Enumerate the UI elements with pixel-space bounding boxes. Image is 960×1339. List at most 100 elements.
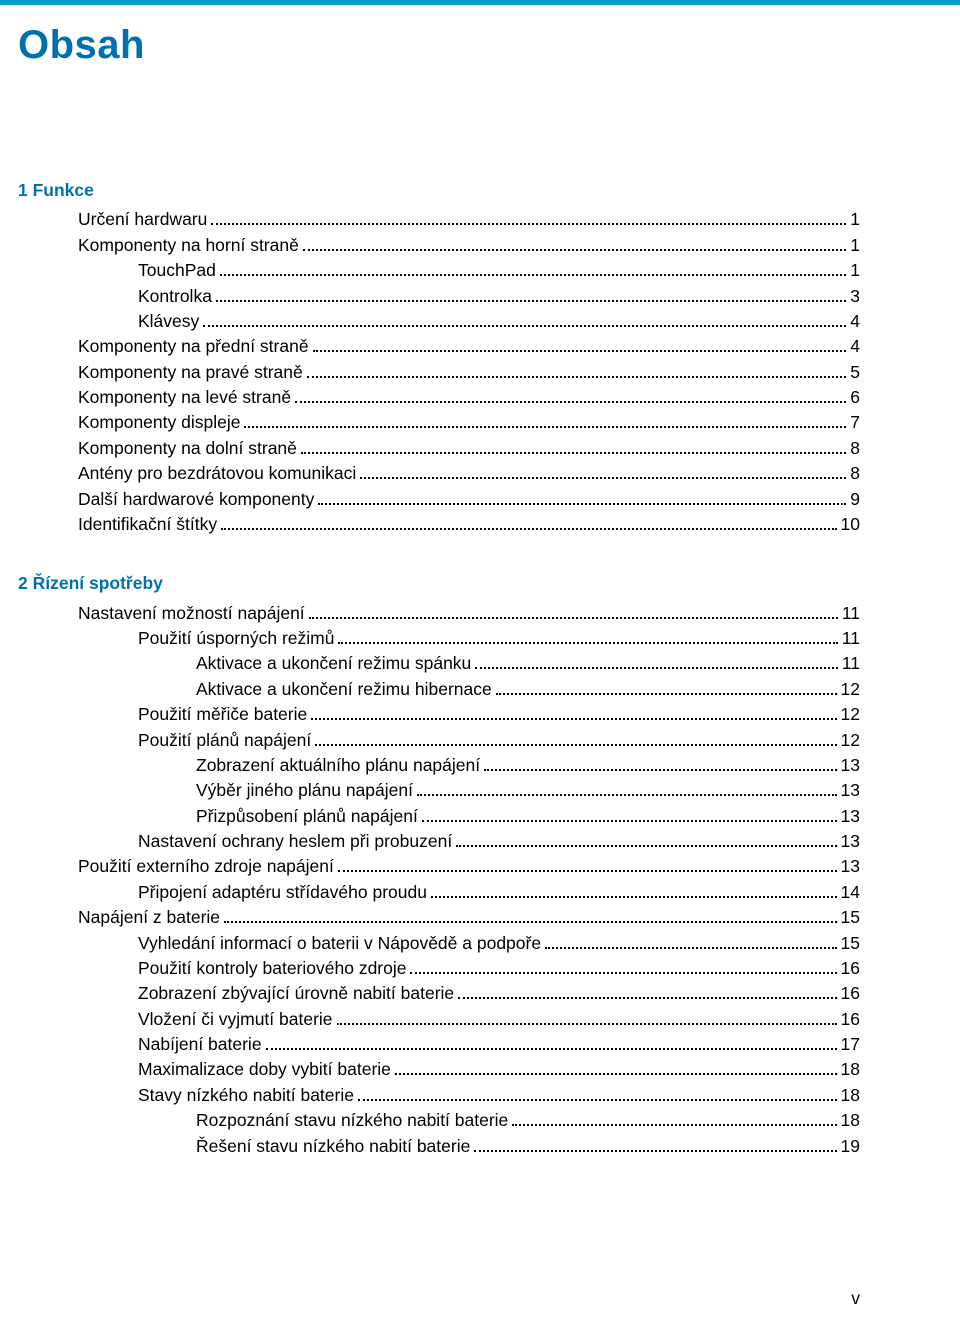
toc-entry[interactable]: Maximalizace doby vybití baterie 18 <box>18 1057 860 1082</box>
toc-entry-label: Použití měřiče baterie <box>138 702 307 727</box>
toc-entry-page: 18 <box>841 1083 860 1108</box>
toc-entry-label: Komponenty na dolní straně <box>78 436 297 461</box>
toc-entry-page: 16 <box>841 1007 860 1032</box>
toc-entry[interactable]: Aktivace a ukončení režimu spánku 11 <box>18 651 860 676</box>
toc-entry-page: 8 <box>850 436 860 461</box>
toc-entry-page: 4 <box>850 309 860 334</box>
toc-entry-label: Identifikační štítky <box>78 512 217 537</box>
toc-entry-label: Zobrazení aktuálního plánu napájení <box>196 753 480 778</box>
toc-entry-page: 11 <box>842 601 860 626</box>
toc-leader-dots <box>475 667 838 669</box>
toc-entry-page: 13 <box>841 778 860 803</box>
toc-entry-label: Použití kontroly bateriového zdroje <box>138 956 406 981</box>
toc-entry-label: Vyhledání informací o baterii v Nápovědě… <box>138 931 541 956</box>
page-number: v <box>851 1288 860 1309</box>
toc-leader-dots <box>311 718 836 720</box>
toc-leader-dots <box>211 223 846 225</box>
toc-entry[interactable]: Použití externího zdroje napájení 13 <box>18 854 860 879</box>
toc-entry-label: Nabíjení baterie <box>138 1032 262 1057</box>
toc-entry[interactable]: Zobrazení aktuálního plánu napájení 13 <box>18 753 860 778</box>
top-rule <box>0 0 960 5</box>
toc-leader-dots <box>309 617 838 619</box>
toc-entry-label: Nastavení možností napájení <box>78 601 305 626</box>
toc-entry-label: Řešení stavu nízkého nabití baterie <box>196 1134 470 1159</box>
toc-entry-label: Kontrolka <box>138 284 212 309</box>
toc-entry-page: 15 <box>841 905 860 930</box>
toc-entry[interactable]: Komponenty na přední straně 4 <box>18 334 860 359</box>
page: Obsah 1 FunkceUrčení hardwaru 1Komponent… <box>0 0 960 1339</box>
toc-entry-page: 7 <box>850 410 860 435</box>
toc-entry-label: Výběr jiného plánu napájení <box>196 778 413 803</box>
toc-leader-dots <box>266 1048 837 1050</box>
toc-entry[interactable]: Použití plánů napájení 12 <box>18 728 860 753</box>
toc-entry-page: 12 <box>841 702 860 727</box>
toc-leader-dots <box>545 947 836 949</box>
toc-entry[interactable]: Použití kontroly bateriového zdroje 16 <box>18 956 860 981</box>
toc-entry[interactable]: Komponenty displeje 7 <box>18 410 860 435</box>
toc-entry[interactable]: Zobrazení zbývající úrovně nabití bateri… <box>18 981 860 1006</box>
toc-entry-page: 11 <box>842 651 860 676</box>
toc-entry-label: Komponenty na horní straně <box>78 233 299 258</box>
toc-leader-dots <box>474 1150 836 1152</box>
toc-leader-dots <box>358 1099 837 1101</box>
toc-leader-dots <box>315 744 836 746</box>
toc-entry-label: Určení hardwaru <box>78 207 207 232</box>
toc-entry-page: 12 <box>841 728 860 753</box>
toc-entry-page: 8 <box>850 461 860 486</box>
toc-entry-label: Vložení či vyjmutí baterie <box>138 1007 333 1032</box>
toc-entry[interactable]: Nastavení možností napájení 11 <box>18 601 860 626</box>
toc-entry[interactable]: Komponenty na levé straně 6 <box>18 385 860 410</box>
toc-leader-dots <box>216 300 846 302</box>
toc-entry[interactable]: Vyhledání informací o baterii v Nápovědě… <box>18 931 860 956</box>
toc-entry-label: Komponenty na pravé straně <box>78 360 303 385</box>
toc-entry[interactable]: Další hardwarové komponenty 9 <box>18 487 860 512</box>
toc-entry[interactable]: Identifikační štítky 10 <box>18 512 860 537</box>
toc-entry[interactable]: Přizpůsobení plánů napájení 13 <box>18 804 860 829</box>
toc-entry[interactable]: Rozpoznání stavu nízkého nabití baterie … <box>18 1108 860 1133</box>
toc-entry[interactable]: Komponenty na dolní straně 8 <box>18 436 860 461</box>
toc-entry-page: 17 <box>841 1032 860 1057</box>
toc-entry[interactable]: Řešení stavu nízkého nabití baterie 19 <box>18 1134 860 1159</box>
toc-leader-dots <box>431 896 837 898</box>
toc-leader-dots <box>496 693 837 695</box>
toc-entry[interactable]: Výběr jiného plánu napájení 13 <box>18 778 860 803</box>
toc-leader-dots <box>224 921 836 923</box>
toc-entry[interactable]: Nastavení ochrany heslem při probuzení 1… <box>18 829 860 854</box>
toc-entry-page: 13 <box>841 804 860 829</box>
toc-leader-dots <box>337 1023 837 1025</box>
toc-entry-page: 18 <box>841 1108 860 1133</box>
toc-entry[interactable]: Použití úsporných režimů 11 <box>18 626 860 651</box>
toc-entry[interactable]: Kontrolka 3 <box>18 284 860 309</box>
toc-entry-label: Maximalizace doby vybití baterie <box>138 1057 391 1082</box>
toc-entry-page: 4 <box>850 334 860 359</box>
toc-entry[interactable]: TouchPad 1 <box>18 258 860 283</box>
toc-leader-dots <box>301 452 846 454</box>
toc-entry[interactable]: Komponenty na horní straně 1 <box>18 233 860 258</box>
toc-entry[interactable]: Vložení či vyjmutí baterie 16 <box>18 1007 860 1032</box>
toc-entry-label: Zobrazení zbývající úrovně nabití bateri… <box>138 981 454 1006</box>
toc-leader-dots <box>244 426 846 428</box>
toc-entry-page: 16 <box>841 956 860 981</box>
toc-entry-label: Komponenty na levé straně <box>78 385 291 410</box>
toc-leader-dots <box>410 972 836 974</box>
toc-entry[interactable]: Aktivace a ukončení režimu hibernace 12 <box>18 677 860 702</box>
toc-entry[interactable]: Použití měřiče baterie 12 <box>18 702 860 727</box>
toc-entry-page: 1 <box>850 258 860 283</box>
toc-entry[interactable]: Nabíjení baterie 17 <box>18 1032 860 1057</box>
toc-entry[interactable]: Komponenty na pravé straně 5 <box>18 360 860 385</box>
toc-entry-page: 1 <box>850 233 860 258</box>
toc-entry[interactable]: Napájení z baterie 15 <box>18 905 860 930</box>
toc-entry[interactable]: Antény pro bezdrátovou komunikaci 8 <box>18 461 860 486</box>
toc-leader-dots <box>417 794 837 796</box>
toc-entry[interactable]: Klávesy 4 <box>18 309 860 334</box>
toc-entry-page: 18 <box>841 1057 860 1082</box>
toc-entry[interactable]: Určení hardwaru 1 <box>18 207 860 232</box>
toc-entry-label: Přizpůsobení plánů napájení <box>196 804 418 829</box>
toc-section-heading: 2 Řízení spotřeby <box>18 571 860 596</box>
toc-leader-dots <box>395 1073 837 1075</box>
toc-entry-label: TouchPad <box>138 258 216 283</box>
toc-leader-dots <box>456 845 836 847</box>
toc-entry[interactable]: Stavy nízkého nabití baterie 18 <box>18 1083 860 1108</box>
toc-leader-dots <box>318 503 846 505</box>
toc-entry[interactable]: Připojení adaptéru střídavého proudu 14 <box>18 880 860 905</box>
